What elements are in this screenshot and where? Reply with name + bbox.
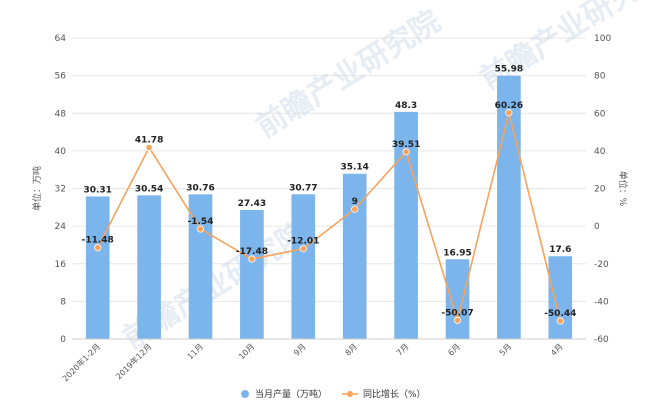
- bar-data-label: 27.43: [238, 199, 266, 209]
- line-point: [351, 205, 359, 213]
- y-left-tick-label: 40: [55, 147, 67, 157]
- bar-data-label: 16.95: [443, 248, 471, 258]
- legend-line-marker[interactable]: [347, 391, 353, 397]
- y-right-tick-label: -20: [594, 260, 609, 270]
- y-left-tick-label: 8: [60, 297, 66, 307]
- y-right-tick-label: 0: [594, 222, 600, 232]
- y-right-axis-title: 单位：%: [617, 171, 629, 207]
- legend: 当月产量（万吨） 同比增长（%）: [241, 388, 426, 400]
- y-right-tick-label: 60: [594, 109, 606, 119]
- x-tick-label: 8月: [343, 342, 359, 358]
- line-point: [299, 245, 307, 253]
- y-left-tick-label: 48: [55, 109, 67, 119]
- line-point: [196, 225, 205, 233]
- y-left-tick-label: 16: [55, 260, 67, 270]
- line-data-label: 60.26: [495, 101, 523, 111]
- bar-data-label: 30.76: [186, 183, 214, 193]
- x-tick-label: 5月: [498, 342, 514, 358]
- y-right-tick-label: -60: [594, 335, 609, 345]
- x-tick-label: 11月: [186, 342, 205, 361]
- x-tick-label: 7月: [395, 342, 411, 358]
- bar-data-label: 30.77: [289, 183, 317, 193]
- line-point: [505, 109, 513, 117]
- bar: [240, 209, 264, 339]
- bar-data-label: 30.54: [135, 184, 163, 194]
- line-data-label: -50.44: [544, 309, 576, 319]
- line-series: [94, 109, 564, 325]
- bar-data-label: 35.14: [340, 163, 368, 173]
- bar: [497, 75, 521, 340]
- line-point: [402, 148, 410, 156]
- bar: [548, 256, 573, 339]
- line-point: [145, 143, 153, 152]
- line-data-label: 9: [352, 197, 358, 207]
- data-labels: 30.31 30.54 30.76 27.43 30.77 35.14 48.3 16.95 5…: [82, 65, 577, 319]
- line-data-label: -17.48: [236, 247, 268, 257]
- legend-bar-swatch[interactable]: [241, 390, 249, 398]
- line-data-label: -1.54: [188, 217, 214, 227]
- y-left-tick-label: 0: [60, 335, 66, 345]
- bar: [137, 195, 161, 339]
- y-left-tick-label: 64: [55, 34, 67, 44]
- x-tick-label: 10月: [237, 342, 256, 361]
- y-left-tick-label: 56: [55, 72, 67, 82]
- line-data-label: 39.51: [392, 140, 420, 150]
- bar-series: [85, 75, 573, 340]
- bar: [445, 259, 470, 339]
- bar-data-label: 48.3: [395, 101, 417, 111]
- line-data-label: -12.01: [287, 237, 319, 247]
- bar: [342, 173, 367, 339]
- line-data-label: -50.07: [441, 308, 473, 318]
- bar: [291, 194, 316, 339]
- x-tick-label: 2020年1-2月: [60, 341, 102, 383]
- x-tick-label: 4月: [549, 342, 565, 358]
- legend-bar-label[interactable]: 当月产量（万吨）: [255, 388, 327, 400]
- line-point: [453, 316, 462, 324]
- y-left-tick-label: 32: [55, 185, 66, 195]
- line-point: [556, 317, 564, 325]
- x-tick-label: 9月: [292, 342, 308, 358]
- y-right-tick-label: -40: [594, 297, 609, 307]
- y-left-axis-title: 单位：万吨: [31, 166, 43, 211]
- y-right-tick-label: 100: [594, 34, 611, 44]
- line-data-label: 41.78: [135, 136, 163, 146]
- bar: [188, 194, 213, 339]
- x-tick-label: 6月: [446, 342, 462, 358]
- bar: [85, 196, 110, 339]
- y-right-tick-label: 20: [594, 185, 606, 195]
- line-data-label: -11.48: [82, 236, 114, 246]
- bar-data-label: 17.6: [549, 245, 571, 255]
- bar-data-label: 55.98: [495, 65, 523, 75]
- line-point: [248, 255, 256, 263]
- y-right-tick-label: 80: [594, 72, 606, 82]
- growth-line: [96, 112, 562, 324]
- y-right-tick-label: 40: [594, 147, 606, 157]
- legend-line-label[interactable]: 同比增长（%）: [363, 388, 426, 400]
- bar-data-label: 30.31: [83, 185, 111, 195]
- line-point: [94, 244, 102, 252]
- y-left-tick-label: 24: [55, 222, 67, 232]
